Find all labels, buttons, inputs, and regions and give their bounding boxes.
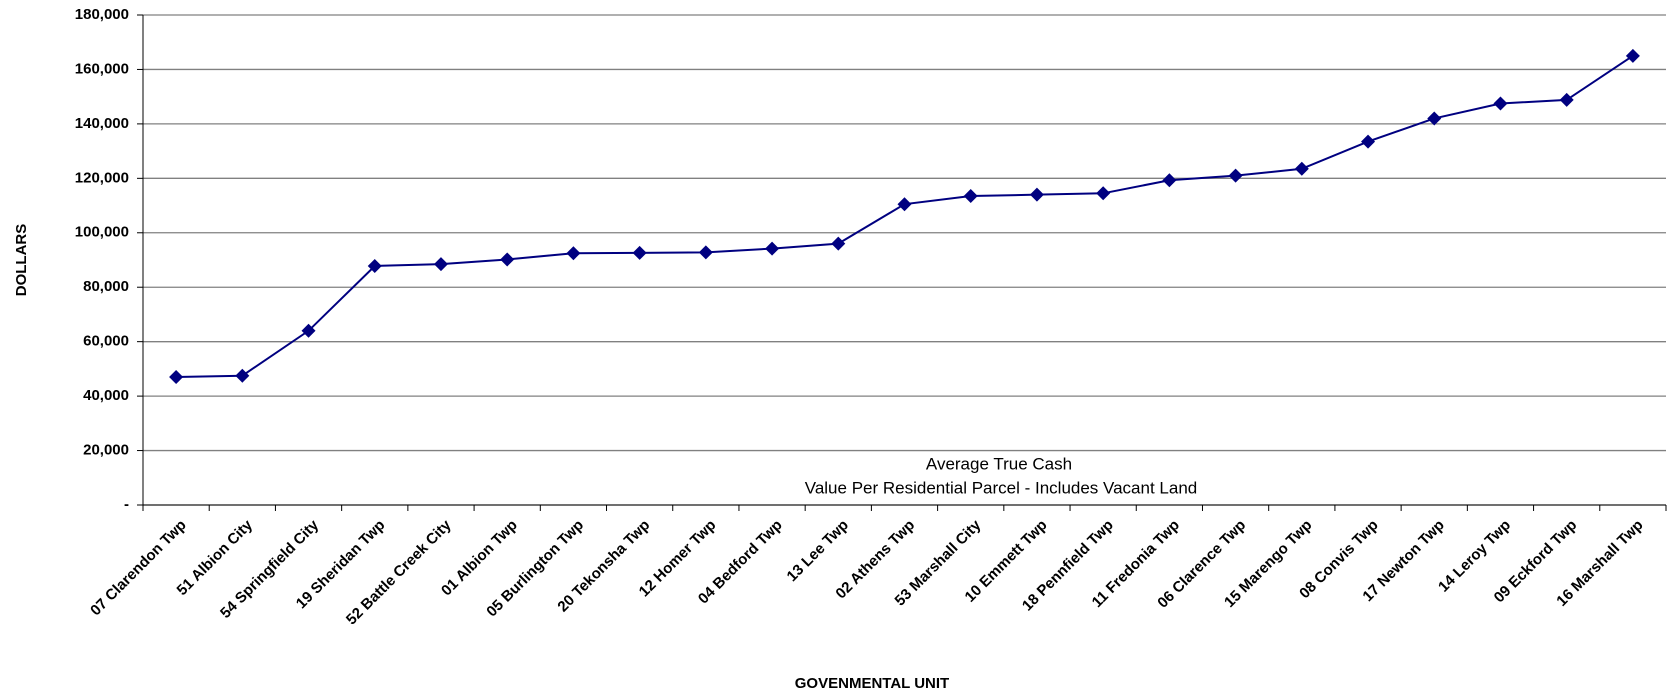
marker — [433, 257, 448, 272]
y-tick-label: 100,000 — [75, 224, 129, 241]
marker — [765, 241, 780, 256]
marker — [1096, 186, 1111, 201]
y-tick-label: 20,000 — [83, 442, 129, 459]
y-tick-label: 140,000 — [75, 115, 129, 132]
marker — [566, 246, 581, 261]
marker — [698, 245, 713, 260]
marker — [632, 245, 647, 260]
annotation: Average True Cash — [926, 454, 1072, 473]
marker — [1493, 96, 1508, 111]
y-axis-label: DOLLARS — [13, 224, 30, 297]
marker — [1625, 48, 1640, 63]
y-tick-label: 60,000 — [83, 333, 129, 350]
marker — [1559, 92, 1574, 107]
x-axis-label: GOVENMENTAL UNIT — [795, 675, 949, 692]
marker — [1228, 168, 1243, 183]
y-tick-label: - — [124, 496, 129, 513]
marker — [1029, 187, 1044, 202]
marker — [1294, 161, 1309, 176]
y-tick-label: 40,000 — [83, 387, 129, 404]
marker — [897, 197, 912, 212]
y-tick-label: 180,000 — [75, 6, 129, 23]
y-tick-label: 120,000 — [75, 169, 129, 186]
marker — [1361, 134, 1376, 149]
marker — [963, 189, 978, 204]
y-tick-label: 80,000 — [83, 278, 129, 295]
marker — [1427, 111, 1442, 126]
marker — [500, 252, 515, 267]
line — [176, 55, 1634, 379]
y-tick-label: 160,000 — [75, 60, 129, 77]
marker — [1162, 173, 1177, 188]
annotation: Value Per Residential Parcel - Includes … — [805, 478, 1198, 497]
x-tick-label: 13 Lee Twp — [784, 517, 852, 585]
marker — [367, 258, 382, 273]
marker — [831, 236, 846, 251]
marker — [169, 370, 184, 385]
marker — [235, 368, 250, 383]
x-tick-label: 07 Clarendon Twp — [87, 517, 190, 620]
marker — [301, 323, 316, 338]
